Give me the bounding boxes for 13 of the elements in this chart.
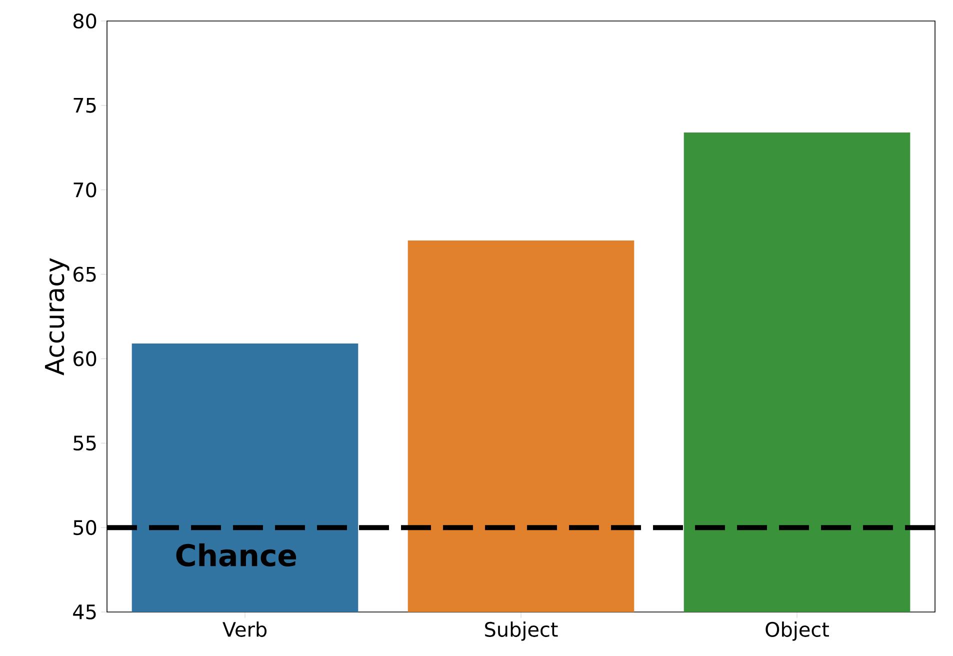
- x-tick-label: Object: [766, 622, 829, 641]
- y-tick-label: 45: [73, 604, 96, 620]
- y-tick-label: 50: [74, 520, 96, 536]
- y-tick-label: 75: [74, 98, 96, 113]
- ref-line-label: Chance: [176, 543, 296, 567]
- y-tick-label: 70: [74, 182, 96, 198]
- x-tick-label: Verb: [222, 622, 267, 637]
- x-tick-label: Subject: [485, 622, 558, 641]
- y-tick-label: 60: [74, 351, 96, 366]
- y-tick-label: 65: [74, 266, 96, 282]
- y-tick-label: 80: [73, 13, 96, 29]
- y-tick-label: 55: [74, 436, 96, 451]
- y-axis-title: Accuracy: [45, 258, 70, 376]
